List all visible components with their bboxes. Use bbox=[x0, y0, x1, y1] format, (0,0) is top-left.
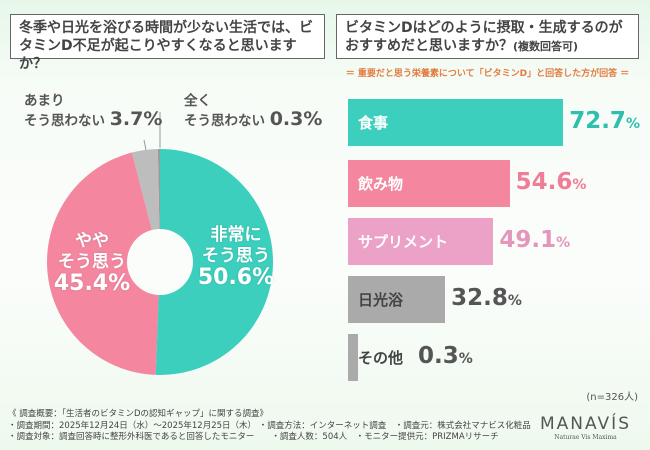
bar-0 bbox=[348, 99, 564, 146]
left-question: 冬季や日光を浴びる時間が少ない生活では、ビタミンD不足が起こりやすくなると思いま… bbox=[19, 20, 313, 72]
bar-4 bbox=[348, 334, 358, 381]
leader-line-somewhat-disagree bbox=[143, 139, 147, 151]
footer-line: ・調査対象：調査回答時に整形外科医であると回答したモニター ・調査人数：504人… bbox=[8, 432, 499, 442]
bar-1 bbox=[348, 160, 510, 207]
subnote: ＝ 重要だと思う栄養素について「ビタミンD」と回答した方が回答 ＝ bbox=[345, 69, 630, 79]
bar-3 bbox=[348, 276, 446, 323]
bar-label: 飲み物 bbox=[358, 175, 404, 193]
right-question-box: ビタミンDはどのように摂取・生成するのがおすすめだと思いますか？(複数回答可) bbox=[336, 14, 639, 59]
right-question: ビタミンDはどのように摂取・生成するのがおすすめだと思いますか？ bbox=[345, 20, 623, 54]
footer-line: ・調査期間：2025年12月24日（水）～2025年12月25日（木） ・調査方… bbox=[8, 420, 531, 431]
logo: MANAVÍS Naturae Vis Maxima bbox=[540, 414, 631, 441]
pie-slice-2 bbox=[131, 149, 160, 231]
bar-value: 32.8% bbox=[451, 285, 522, 311]
bar-value: 0.3% bbox=[418, 343, 473, 369]
label-somewhat-disagree: あまり そう思わない 3.7% bbox=[24, 93, 163, 130]
bar-value: 49.1% bbox=[499, 227, 571, 253]
pie-slice-1 bbox=[47, 152, 159, 375]
bar-label: 食事 bbox=[358, 114, 389, 132]
survey-footer: 《 調査概要：「生活者のビタミンDの認知ギャップ」に関する調査》 ・調査期間：2… bbox=[8, 409, 531, 444]
pie-slice-3 bbox=[157, 149, 160, 230]
bar-value: 54.6% bbox=[515, 169, 587, 195]
donut-chart bbox=[47, 112, 274, 375]
bar-2 bbox=[348, 218, 494, 265]
label-somewhat-agree: やや そう思う 45.4% bbox=[53, 231, 131, 296]
label-strongly-agree: 非常に そう思う 50.6% bbox=[197, 225, 275, 290]
footer-line: 《 調査概要：「生活者のビタミンDの認知ギャップ」に関する調査》 bbox=[8, 409, 269, 419]
pie-slice-0 bbox=[155, 149, 274, 375]
left-question-box: 冬季や日光を浴びる時間が少ない生活では、ビタミンD不足が起こりやすくなると思いま… bbox=[10, 14, 325, 72]
bar-value: 72.7% bbox=[569, 108, 640, 134]
bar-label: サプリメント bbox=[358, 233, 449, 251]
sample-size: (n=326人) bbox=[586, 392, 638, 403]
label-strongly-disagree: 全く そう思わない 0.3% bbox=[184, 93, 323, 130]
bar-label: その他 bbox=[358, 349, 404, 367]
bar-label: 日光浴 bbox=[358, 291, 404, 309]
right-question-note: (複数回答可) bbox=[513, 40, 579, 53]
